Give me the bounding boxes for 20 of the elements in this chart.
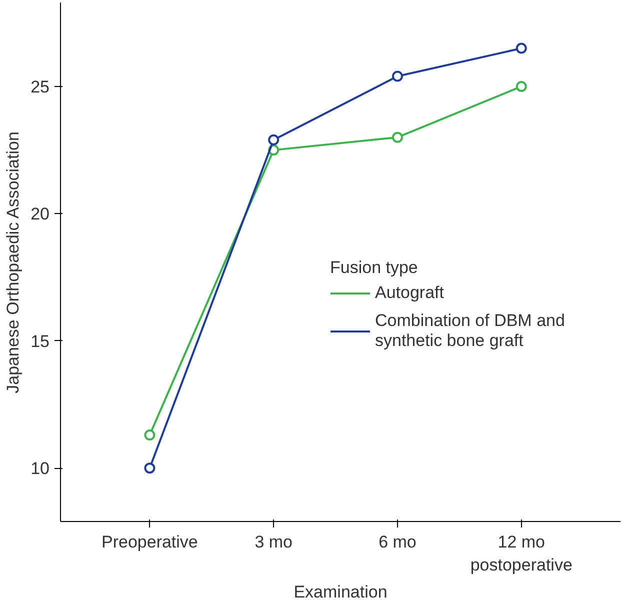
x-tick-label: Preoperative <box>102 532 198 552</box>
x-tick-label: 12 mo postoperative <box>470 532 572 574</box>
point <box>144 430 156 440</box>
x-tick-label: 6 mo <box>378 532 416 552</box>
x-axis-title: Examination <box>294 582 388 602</box>
y-axis-title: Japanese Orthopaedic Association <box>4 132 23 394</box>
x-tick-label: 3 mo <box>254 532 292 552</box>
y-tick-label: 25 <box>30 77 50 96</box>
y-tick-label: 20 <box>30 204 50 224</box>
point <box>392 132 403 143</box>
point <box>516 80 527 92</box>
point <box>516 42 527 54</box>
legend-label: Autograft <box>375 283 444 303</box>
y-tick-label: 15 <box>30 332 50 351</box>
point <box>144 462 156 474</box>
point <box>268 134 280 146</box>
point <box>392 70 403 82</box>
y-tick-label: 10 <box>30 459 50 478</box>
legend-title: Fusion type <box>330 258 419 278</box>
legend-label: Combination of DBM and synthetic bone graft <box>375 311 565 351</box>
